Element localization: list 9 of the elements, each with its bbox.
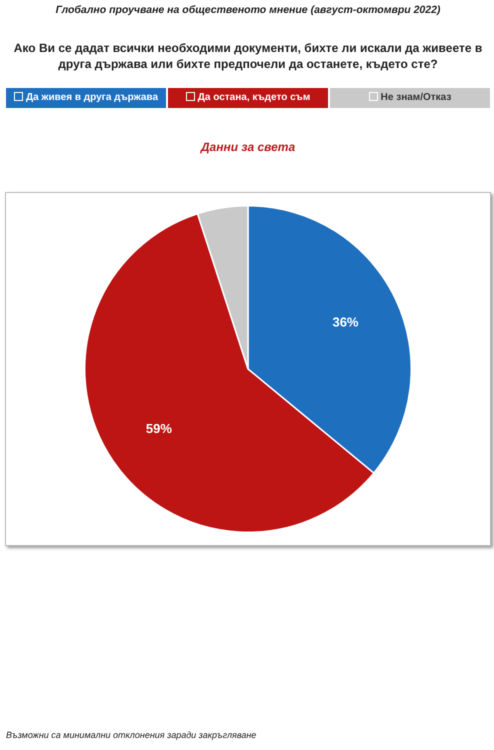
text: Възможни са минимални отклонения заради закръгляване — [6, 730, 256, 740]
chart-title: Ако Ви се дадат всички необходими документи, бихте ли искали да живеете в друга държава или бихте предпочели да останете, където сте? — [12, 40, 484, 72]
legend-label: Да остана, където съм — [198, 92, 310, 103]
data-label: 59% — [146, 421, 172, 436]
legend-label: Не знам/Отказ — [380, 92, 452, 103]
text: Данни за света — [199, 140, 296, 154]
data-label: 36% — [332, 314, 359, 330]
legend-label: Да живея в друга държава — [26, 92, 158, 103]
text: Глобално проучване на общественото мнение (август-октомври 2022) — [54, 4, 442, 16]
